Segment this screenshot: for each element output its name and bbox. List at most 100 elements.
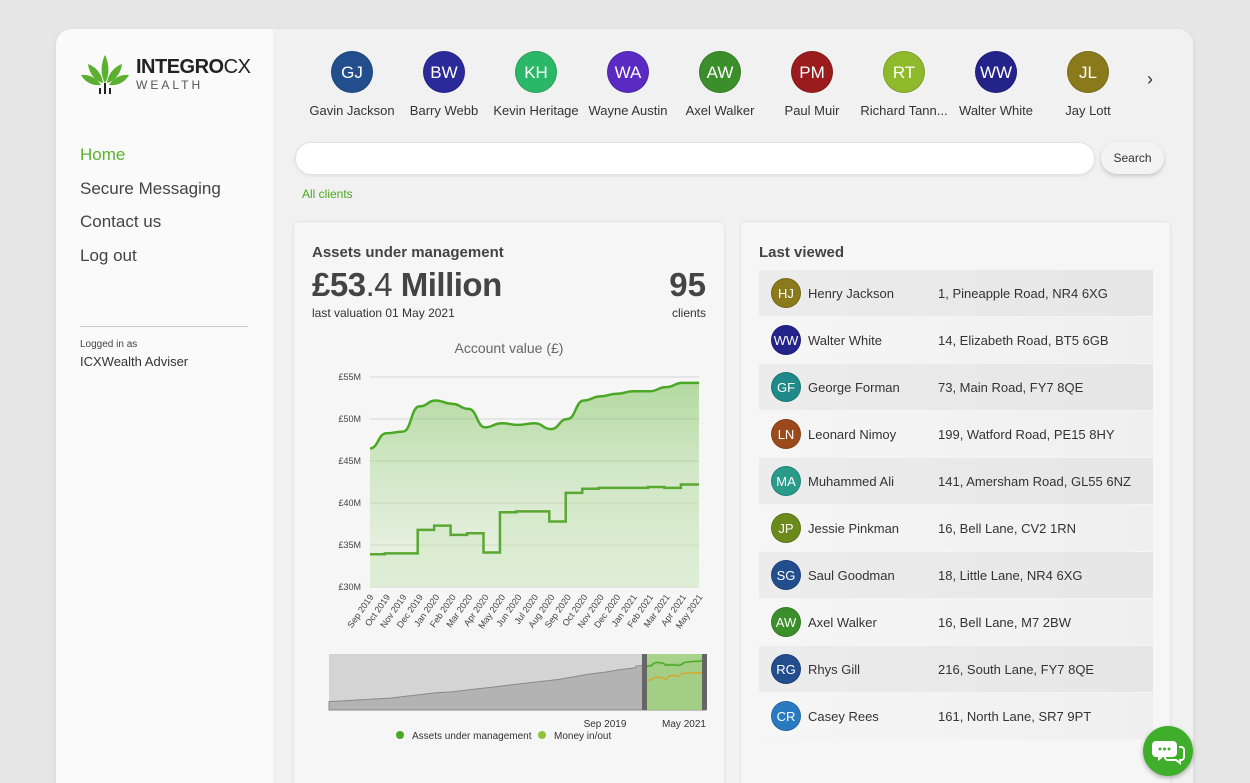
client-card[interactable]: WW Walter White (941, 49, 1051, 118)
last-viewed-list: HJ Henry Jackson 1, Pineapple Road, NR4 6X… (759, 270, 1153, 740)
nav-contact-us[interactable]: Contact us (80, 212, 162, 231)
client-address: 16, Bell Lane, CV2 1RN (938, 520, 1077, 536)
navigator-money-line (644, 672, 706, 681)
client-avatar: LN (771, 419, 801, 449)
client-avatar: SG (771, 560, 801, 590)
client-card[interactable]: PM Paul Muir (757, 49, 867, 118)
aum-value-unit: Million (392, 266, 502, 303)
client-address: 216, South Lane, FY7 8QE (938, 661, 1095, 677)
navigator-handle-right (702, 654, 707, 710)
last-viewed-row[interactable]: RG Rhys Gill 216, South Lane, FY7 8QE (759, 646, 1153, 693)
client-address: 141, Amersham Road, GL55 6NZ (938, 473, 1131, 489)
aum-clients-count: 95 (669, 266, 706, 303)
y-tick-label: £55M (338, 372, 361, 382)
main-nav: Home Secure Messaging Contact us Log out (80, 145, 221, 279)
client-name: Casey Rees (808, 708, 879, 724)
logged-in-user: ICXWealth Adviser (80, 354, 189, 369)
client-address: 199, Watford Road, PE15 8HY (938, 426, 1115, 442)
logo-subtitle: WEALTH (136, 78, 204, 92)
client-name: Le (1125, 103, 1153, 118)
y-tick-label: £40M (338, 498, 361, 508)
client-name: Walter White (808, 332, 882, 348)
app-window: INTEGROCX WEALTH Home Secure Messaging C… (56, 29, 1193, 783)
navigator-handle-left (642, 654, 647, 710)
client-address: 16, Bell Lane, M7 2BW (938, 614, 1071, 630)
last-viewed-row[interactable]: HJ Henry Jackson 1, Pineapple Road, NR4 6X… (759, 270, 1153, 317)
search-button[interactable]: Search (1101, 142, 1164, 174)
client-avatar: RG (771, 654, 801, 684)
legend-marker-aum (396, 731, 404, 739)
client-card[interactable]: JL Jay Lott (1033, 49, 1143, 118)
client-avatar: AW (771, 607, 801, 637)
navigator-history-area (328, 660, 707, 711)
aum-value-big: £53 (312, 266, 366, 303)
nav-secure-messaging[interactable]: Secure Messaging (80, 178, 221, 198)
last-viewed-row[interactable]: GF George Forman 73, Main Road, FY7 8QE (759, 364, 1153, 411)
chat-bubbles-icon (1152, 741, 1185, 765)
client-card[interactable]: GJ Gavin Jackson (297, 49, 407, 118)
client-name: Muhammed Ali (808, 473, 894, 489)
logo-name-thin: CX (223, 56, 251, 78)
logo-leaf-icon (81, 55, 129, 94)
nav-log-out[interactable]: Log out (80, 245, 137, 265)
client-card[interactable]: AW Axel Walker (665, 49, 775, 118)
client-card[interactable]: KH Kevin Heritage (481, 49, 591, 118)
client-avatar: MA (771, 466, 801, 496)
sidebar: INTEGROCX WEALTH Home Secure Messaging C… (56, 29, 273, 783)
client-avatar: WA (607, 51, 649, 93)
client-avatar: GF (771, 372, 801, 402)
client-name: Rhys Gill (808, 661, 861, 677)
money-in-out-area (370, 484, 699, 587)
client-address: 14, Elizabeth Road, BT5 6GB (938, 332, 1109, 348)
aum-valuation-date: last valuation 01 May 2021 (312, 306, 455, 320)
nav-home[interactable]: Home (80, 145, 126, 164)
logged-in-label: Logged in as (80, 339, 138, 350)
client-name: Henry Jackson (808, 285, 894, 301)
y-tick-label: £45M (338, 456, 361, 466)
last-viewed-row[interactable]: MA Muhammed Ali 141, Amersham Road, GL55 6… (759, 458, 1153, 505)
client-name: Leonard Nimoy (808, 426, 897, 442)
last-viewed-title: Last viewed (759, 244, 845, 261)
money-in-out-series-line (370, 483, 699, 556)
client-name: Jessie Pinkman (808, 520, 900, 536)
chart-title: Account value (£) (455, 340, 564, 356)
client-address: 161, North Lane, SR7 9PT (938, 708, 1092, 724)
chevron-right-icon[interactable]: › (1147, 69, 1153, 89)
y-tick-label: £35M (338, 540, 361, 550)
aum-clients-label: clients (671, 306, 706, 320)
y-tick-label: £50M (338, 414, 361, 424)
logo: INTEGROCX WEALTH (80, 53, 251, 95)
client-name: Saul Goodman (808, 567, 895, 583)
search-input[interactable] (295, 142, 1095, 175)
client-avatar: WW (771, 325, 801, 355)
client-card[interactable]: RT Richard Tann... (849, 49, 959, 118)
client-avatar: BW (423, 51, 465, 93)
aum-value-small: .4 (365, 266, 393, 303)
client-name: Axel Walker (808, 614, 877, 630)
last-viewed-row[interactable]: JP Jessie Pinkman 16, Bell Lane, CV2 1RN (759, 505, 1153, 552)
client-address: 73, Main Road, FY7 8QE (938, 379, 1084, 395)
legend-marker-money (538, 731, 546, 739)
aum-title: Assets under management (312, 244, 504, 261)
last-viewed-row[interactable]: SG Saul Goodman 18, Little Lane, NR4 6XG (759, 552, 1153, 599)
aum-series-line (369, 381, 699, 450)
legend-label-money: Money in/out (554, 731, 611, 742)
last-viewed-row[interactable]: AW Axel Walker 16, Bell Lane, M7 2BW (759, 599, 1153, 646)
client-card[interactable]: WA Wayne Austin (573, 49, 683, 118)
last-viewed-row[interactable]: WW Walter White 14, Elizabeth Road, BT5 6G… (759, 317, 1153, 364)
client-avatar: KH (515, 51, 557, 93)
client-name: George Forman (808, 379, 900, 395)
y-tick-label: £30M (338, 582, 361, 592)
all-clients-link[interactable]: All clients (302, 187, 353, 201)
client-avatar: RT (883, 51, 925, 93)
logo-name-bold: INTEGRO (136, 56, 224, 78)
account-value-chart: Account value (£) £30M £35M £40M £45M £50M £55… (328, 340, 707, 742)
chat-button[interactable] (1143, 726, 1193, 776)
last-viewed-row[interactable]: CR Casey Rees 161, North Lane, SR7 9PT (759, 693, 1153, 740)
last-viewed-row[interactable]: LN Leonard Nimoy 199, Watford Road, PE15 8… (759, 411, 1153, 458)
client-avatar: GJ (331, 51, 373, 93)
navigator-end-label: May 2021 (662, 719, 706, 730)
client-carousel: GJ Gavin Jackson BW Barry Webb KH Kevin Herit… (273, 49, 1153, 129)
client-card[interactable]: BW Barry Webb (389, 49, 499, 118)
aum-panel: Assets under management £53.4 Million la… (294, 222, 724, 783)
